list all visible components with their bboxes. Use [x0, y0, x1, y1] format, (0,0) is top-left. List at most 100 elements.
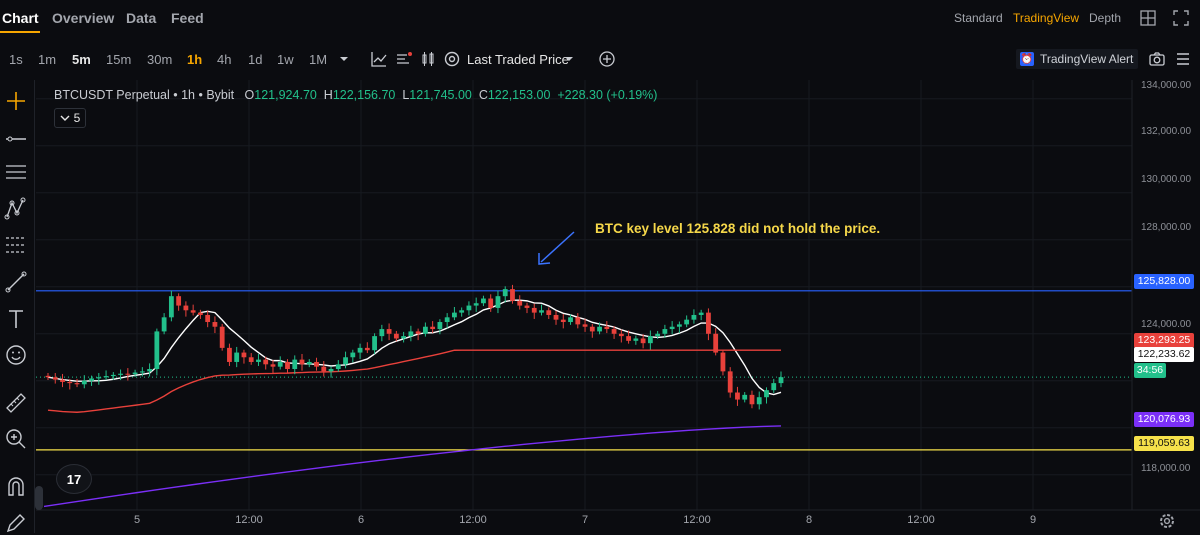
candle-body — [735, 392, 740, 400]
horizontal-line-icon[interactable] — [4, 127, 28, 151]
timeframe-5m[interactable]: 5m — [72, 52, 91, 67]
emoji-icon[interactable] — [4, 343, 28, 367]
magnet-icon[interactable] — [4, 475, 28, 499]
candle-body — [45, 375, 51, 378]
candle-body — [372, 336, 377, 351]
tab-overview[interactable]: Overview — [52, 10, 115, 26]
price-tick: 132,000.00 — [1141, 126, 1192, 137]
price-tick: 124,000.00 — [1141, 319, 1192, 330]
candle-type-icon[interactable] — [419, 50, 437, 68]
candle-body — [96, 377, 102, 379]
candle-body — [408, 331, 414, 337]
tradingview-alert-button[interactable]: ⏰ TradingView Alert — [1016, 49, 1138, 69]
gear-icon[interactable] — [1158, 512, 1176, 530]
view-tradingview[interactable]: TradingView — [1013, 11, 1080, 25]
candle-body — [379, 329, 385, 337]
timeframe-1w[interactable]: 1w — [277, 52, 294, 67]
candle-body — [560, 319, 566, 323]
candle-body — [357, 347, 363, 353]
tab-data[interactable]: Data — [126, 10, 157, 26]
parallel-lines-icon[interactable] — [4, 160, 28, 184]
price-source-icon[interactable] — [443, 50, 461, 68]
candle-body — [437, 322, 443, 330]
price-source-dropdown-icon[interactable] — [560, 50, 578, 68]
candle-body — [444, 317, 450, 323]
ruler-icon[interactable] — [4, 391, 28, 415]
menu-icon[interactable] — [1174, 50, 1192, 68]
fullscreen-icon[interactable] — [1173, 10, 1189, 26]
horizontal-levels — [36, 290, 1132, 451]
zoom-icon[interactable] — [4, 427, 28, 451]
candle-body — [771, 383, 777, 391]
chart-settings-icon[interactable] — [395, 50, 413, 68]
indicators-icon[interactable] — [370, 50, 388, 68]
brush-icon[interactable] — [4, 270, 28, 294]
time-tick: 9 — [1029, 514, 1037, 526]
candle-body — [205, 314, 211, 323]
timeframe-1M[interactable]: 1M — [309, 52, 328, 67]
timeframe-1h[interactable]: 1h — [187, 52, 203, 67]
lock-pencil-icon[interactable] — [4, 511, 28, 535]
price-source-select[interactable]: Last Traded Price — [467, 52, 569, 67]
candle-body — [524, 305, 530, 308]
alert-clock-icon: ⏰ — [1020, 52, 1034, 66]
candle-body — [676, 324, 682, 327]
fib-icon[interactable] — [4, 233, 28, 257]
text-icon[interactable] — [4, 307, 28, 331]
candle-body — [597, 326, 602, 332]
candle-body — [161, 317, 167, 332]
candle-body — [539, 310, 544, 313]
timeframe-dropdown-icon[interactable] — [335, 50, 353, 68]
timeframe-4h[interactable]: 4h — [217, 52, 232, 67]
candle-body — [684, 319, 690, 325]
chart-annotation-text[interactable]: BTC key level 125.828 did not hold the p… — [595, 221, 881, 236]
candle-body — [575, 317, 581, 325]
candle-body — [495, 296, 501, 308]
timeframe-30m[interactable]: 30m — [147, 52, 173, 67]
candle-body — [662, 329, 668, 334]
view-standard[interactable]: Standard — [954, 11, 1003, 25]
candle-body — [720, 352, 726, 372]
candle-body — [89, 378, 94, 381]
candle-body — [698, 312, 704, 315]
candles — [45, 284, 784, 410]
candle-body — [640, 338, 646, 344]
top-navigation: Chart Overview Data Feed Standard Tradin… — [0, 0, 1200, 36]
timeframe-1s[interactable]: 1s — [9, 52, 23, 67]
tab-chart[interactable]: Chart — [2, 10, 39, 26]
candle-body — [241, 352, 247, 358]
candle-body — [756, 397, 762, 405]
candle-body — [531, 307, 537, 313]
candle-body — [393, 333, 399, 339]
tab-feed[interactable]: Feed — [171, 10, 204, 26]
crosshair-icon[interactable] — [4, 89, 28, 113]
candle-body — [219, 326, 225, 348]
price-tag-countdown: 34:56 — [1134, 363, 1166, 378]
symbol-label: BTCUSDT Perpetual • 1h • Bybit — [54, 88, 235, 102]
candle-body — [263, 359, 269, 365]
toolbar-collapse-handle[interactable] — [35, 486, 43, 510]
add-icon[interactable] — [598, 50, 616, 68]
candle-body — [125, 373, 131, 375]
grid-layout-icon[interactable] — [1140, 10, 1156, 26]
price-tag-ma-mid: 123,293.25 — [1134, 333, 1194, 348]
timeframe-1m[interactable]: 1m — [38, 52, 57, 67]
low-label: L — [402, 88, 410, 102]
indicator-count: 5 — [73, 111, 81, 125]
candle-body — [647, 336, 653, 344]
timeframe-1d[interactable]: 1d — [248, 52, 263, 67]
indicators-toggle[interactable]: 5 — [54, 108, 86, 128]
timeframe-15m[interactable]: 15m — [106, 52, 132, 67]
candle-body — [713, 333, 719, 353]
candle-body — [299, 359, 305, 365]
pattern-icon[interactable] — [4, 197, 28, 221]
screenshot-icon[interactable] — [1148, 50, 1166, 68]
time-tick: 12:00 — [683, 514, 711, 526]
candle-body — [81, 380, 87, 385]
candle-body — [198, 312, 203, 315]
time-tick: 5 — [133, 514, 141, 526]
price-tick: 128,000.00 — [1141, 222, 1192, 233]
candle-body — [510, 289, 515, 301]
view-depth[interactable]: Depth — [1089, 11, 1122, 25]
